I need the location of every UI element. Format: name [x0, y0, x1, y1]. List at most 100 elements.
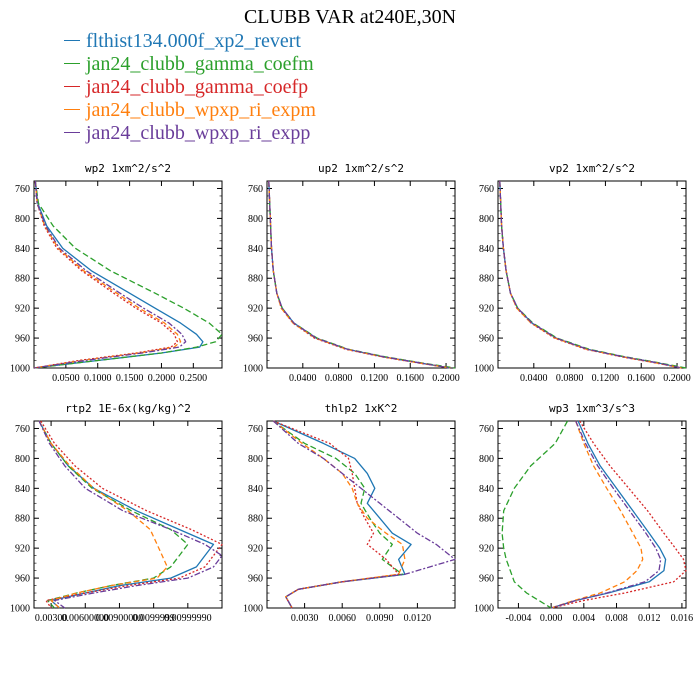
x-tick-label: 0.0120: [404, 613, 432, 624]
y-tick-label: 880: [248, 274, 263, 285]
legend-item: jan24_clubb_wpxp_ri_expp: [64, 122, 316, 145]
series-line: [268, 180, 451, 369]
series-line: [33, 180, 223, 369]
series-line: [268, 180, 451, 369]
legend-item: jan24_clubb_wpxp_ri_expm: [64, 99, 316, 122]
chart-panel: thlp2 1xK^2 760 800 840 880 920 960 1000 0.0030 0…: [243, 402, 456, 624]
series-line: [499, 180, 682, 369]
x-tick-label: 0.0500: [52, 373, 80, 384]
y-tick-label: 1000: [10, 364, 30, 375]
y-tick-label: 800: [248, 214, 263, 225]
plot-frame: [33, 420, 223, 609]
chart-panel: wp3 1xm^3/s^3 760 800 840 880 920 960 1000 -0.00…: [474, 402, 693, 624]
x-tick-label: 0.0099999: [132, 613, 175, 624]
series-line: [38, 420, 168, 609]
legend-swatch: [64, 85, 80, 87]
y-tick-label: 960: [15, 334, 30, 345]
x-tick-label: -0.004: [506, 613, 532, 624]
legend-label: flthist134.000f_xp2_revert: [86, 30, 301, 52]
y-tick-label: 920: [248, 304, 263, 315]
x-tick-label: 0.008: [605, 613, 628, 624]
series-line: [33, 180, 179, 369]
series-line: [501, 420, 569, 609]
x-tick-label: 0.1600: [627, 373, 655, 384]
chart-title: vp2 1xm^2/s^2: [549, 162, 635, 175]
y-tick-label: 880: [479, 514, 494, 525]
series-line: [550, 420, 687, 609]
y-tick-label: 800: [15, 214, 30, 225]
legend-label: jan24_clubb_wpxp_ri_expp: [86, 122, 311, 144]
y-tick-label: 960: [248, 334, 263, 345]
page-title: CLUBB VAR at240E,30N: [243, 6, 457, 28]
series-line: [40, 420, 223, 609]
series-line: [499, 180, 682, 369]
x-tick-label: 0.2000: [432, 373, 460, 384]
x-tick-label: 0.2000: [148, 373, 176, 384]
y-tick-label: 880: [248, 514, 263, 525]
y-tick-label: 760: [479, 424, 494, 435]
series-line: [499, 180, 682, 369]
y-tick-label: 960: [479, 574, 494, 585]
chart-panel: wp2 1xm^2/s^2 760 800 840 880 920 960 1000 0.050…: [10, 162, 223, 384]
y-tick-label: 960: [479, 334, 494, 345]
series-line: [268, 180, 456, 369]
chart-title: thlp2 1xK^2: [325, 402, 398, 415]
x-tick-label: 0.000: [540, 613, 563, 624]
series-line: [38, 420, 215, 609]
chart-title: wp2 1xm^2/s^2: [85, 162, 171, 175]
legend-label: jan24_clubb_gamma_coefm: [86, 53, 314, 75]
y-tick-label: 1000: [243, 604, 263, 615]
y-tick-label: 800: [479, 454, 494, 465]
y-tick-label: 760: [479, 184, 494, 195]
x-tick-label: 0.0800: [556, 373, 584, 384]
y-tick-label: 1000: [243, 364, 263, 375]
x-tick-label: 0.00999990: [164, 613, 212, 624]
chart-panel: vp2 1xm^2/s^2 760 800 840 880 920 960 1000 0.040…: [474, 162, 691, 384]
chart-panel: rtp2 1E-6x(kg/kg)^2 760 800 840 880 920 960 100…: [10, 402, 223, 624]
legend-item: jan24_clubb_gamma_coefp: [64, 76, 316, 99]
legend-swatch: [64, 39, 80, 41]
y-tick-label: 920: [15, 544, 30, 555]
series-line: [268, 180, 451, 369]
y-tick-label: 840: [479, 244, 494, 255]
y-tick-label: 840: [479, 484, 494, 495]
y-tick-label: 920: [248, 544, 263, 555]
chart-title: rtp2 1E-6x(kg/kg)^2: [65, 402, 191, 415]
series-line: [38, 420, 189, 609]
plot-frame: [33, 180, 223, 369]
x-tick-label: 0.0400: [520, 373, 548, 384]
y-tick-label: 1000: [474, 604, 494, 615]
x-tick-label: 0.0800: [325, 373, 353, 384]
y-tick-label: 880: [479, 274, 494, 285]
x-tick-label: 0.0400: [289, 373, 317, 384]
y-tick-label: 840: [15, 484, 30, 495]
y-tick-label: 800: [248, 454, 263, 465]
series-line: [499, 180, 682, 369]
plot-frame: [266, 180, 456, 369]
y-tick-label: 760: [248, 424, 263, 435]
x-tick-label: 0.00600000: [62, 613, 110, 624]
y-tick-label: 760: [15, 424, 30, 435]
series-line: [550, 420, 644, 609]
x-tick-label: 0.0090: [366, 613, 394, 624]
y-tick-label: 920: [479, 304, 494, 315]
y-tick-label: 920: [15, 304, 30, 315]
series-line: [272, 420, 404, 609]
legend-item: jan24_clubb_gamma_coefm: [64, 53, 316, 76]
y-tick-label: 880: [15, 514, 30, 525]
series-line: [499, 180, 687, 369]
x-tick-label: 0.2000: [663, 373, 691, 384]
chart-panel: up2 1xm^2/s^2 760 800 840 880 920 960 1000 0.040…: [243, 162, 460, 384]
y-tick-label: 880: [15, 274, 30, 285]
series-line: [268, 180, 451, 369]
chart-title: up2 1xm^2/s^2: [318, 162, 404, 175]
x-tick-label: 0.00300: [35, 613, 68, 624]
x-tick-label: 0.1200: [361, 373, 389, 384]
x-tick-label: 0.1500: [116, 373, 144, 384]
legend-swatch: [64, 108, 80, 110]
x-tick-label: 0.0060: [328, 613, 356, 624]
series-line: [272, 420, 406, 609]
x-tick-label: 0.2500: [180, 373, 208, 384]
legend-swatch: [64, 62, 80, 64]
